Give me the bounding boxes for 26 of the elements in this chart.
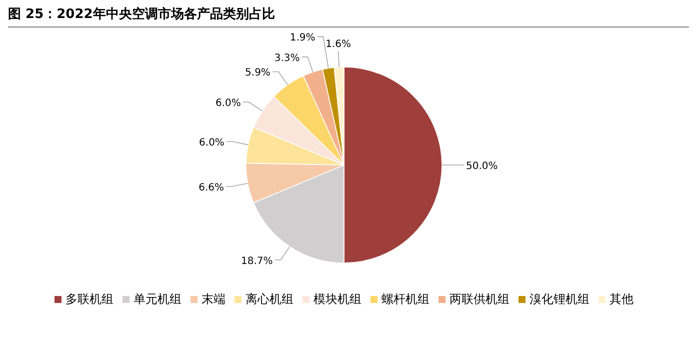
legend-label: 模块机组 [314,292,362,306]
pie-slice [246,126,344,166]
data-label: 1.6% [326,39,351,50]
legend-label: 末端 [202,292,226,306]
pie-slice [253,96,344,166]
legend-label: 螺杆机组 [382,292,430,306]
legend-label: 其他 [610,292,634,306]
legend-label: 多联机组 [66,292,114,306]
data-label: 3.3% [274,52,300,64]
data-label: 5.9% [245,68,270,79]
pie-slice [344,66,442,264]
pie-slice [246,162,344,204]
legend-label: 两联供机组 [450,292,510,306]
pie-slice [334,66,344,166]
data-label: 6.0% [199,138,224,149]
legend-label: 单元机组 [134,292,182,306]
data-label: 6.6% [198,182,224,194]
chart-title: 图 25：2022年中央空调市场各产品类别占比 [8,6,275,22]
data-label: 6.0% [216,98,241,110]
legend-label: 溴化锂机组 [530,292,590,306]
legend-label: 离心机组 [246,292,294,306]
data-label: 50.0% [466,161,498,172]
data-label: 18.7% [241,256,273,267]
pie-slice [273,75,344,166]
pie-slice [302,68,344,166]
data-label: 1.9% [290,32,316,44]
